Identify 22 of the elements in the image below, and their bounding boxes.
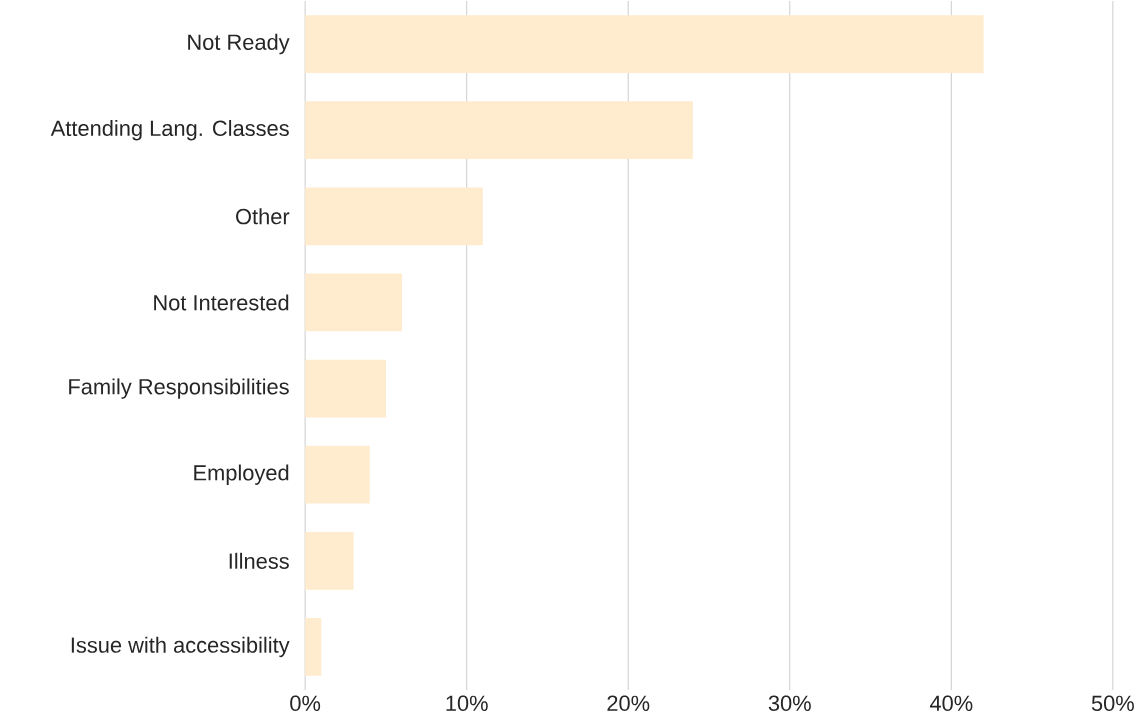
bar bbox=[305, 359, 386, 418]
y-tick-label: Issue with accessibility bbox=[71, 636, 290, 658]
x-tick-label: 10% bbox=[446, 695, 488, 711]
x-tick-label: 50% bbox=[1091, 695, 1134, 711]
y-tick-label: Not Ready bbox=[188, 33, 290, 55]
bar bbox=[305, 273, 403, 332]
bar bbox=[305, 187, 483, 246]
y-tick-label: Illness bbox=[229, 552, 289, 569]
y-tick-label: Family Responsibilities bbox=[69, 378, 289, 399]
y-tick-label: Other bbox=[236, 208, 290, 225]
bar bbox=[305, 15, 984, 73]
bar bbox=[305, 101, 693, 159]
x-tick-label: 20% bbox=[607, 695, 650, 711]
x-tick-label: 0% bbox=[290, 695, 321, 711]
x-tick-label: 30% bbox=[768, 695, 811, 711]
x-tick-label: 40% bbox=[929, 695, 973, 711]
y-tick-label: Attending Lang. Classes bbox=[50, 119, 289, 141]
y-tick-label: Not Interested bbox=[154, 294, 289, 311]
bar bbox=[305, 617, 322, 676]
bar bbox=[305, 445, 370, 504]
bar bbox=[305, 531, 354, 590]
y-tick-label: Employed bbox=[194, 464, 289, 485]
